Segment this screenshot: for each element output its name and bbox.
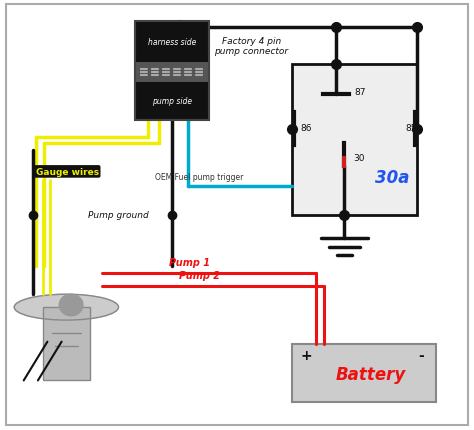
Bar: [135, 22, 209, 120]
Text: Gauge wires: Gauge wires: [36, 168, 99, 176]
Text: Factory 4 pin
pump connector: Factory 4 pin pump connector: [214, 37, 288, 56]
Bar: [292, 344, 436, 402]
Text: 87: 87: [355, 88, 366, 97]
Ellipse shape: [14, 295, 118, 320]
Text: Pump 1: Pump 1: [169, 258, 210, 267]
Text: pump side: pump side: [152, 97, 192, 106]
Bar: [135, 63, 209, 83]
Text: 85: 85: [405, 124, 417, 133]
Bar: [135, 83, 209, 120]
Text: OEM Fuel pump trigger: OEM Fuel pump trigger: [155, 173, 243, 182]
Text: -: -: [419, 349, 425, 362]
Text: Pump ground: Pump ground: [88, 211, 148, 219]
Text: 30a: 30a: [375, 169, 409, 186]
Text: +: +: [300, 349, 312, 362]
Text: Battery: Battery: [336, 365, 406, 383]
Bar: [135, 22, 209, 63]
Bar: [292, 64, 417, 215]
Bar: [43, 307, 90, 381]
Text: Pump 2: Pump 2: [179, 270, 219, 280]
Text: 30: 30: [353, 154, 365, 163]
Text: harness side: harness side: [147, 38, 196, 47]
Text: 86: 86: [300, 124, 311, 133]
Circle shape: [59, 295, 83, 316]
